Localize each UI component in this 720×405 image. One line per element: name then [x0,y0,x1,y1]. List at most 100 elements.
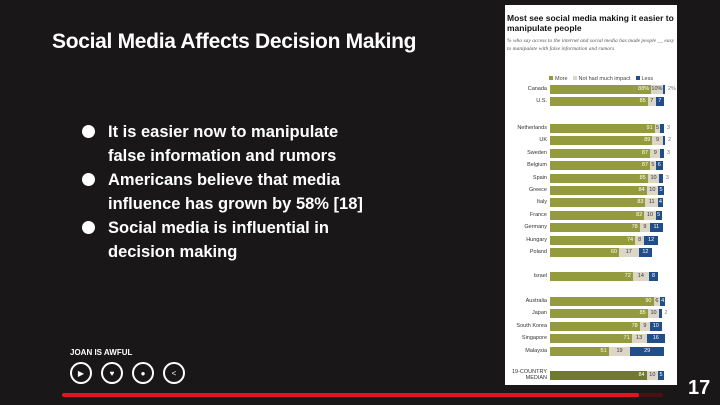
chart-title: Most see social media making it easier t… [507,13,674,33]
bar-more: 87 [550,161,651,171]
bar-less: 12 [638,248,653,257]
category-label: France [529,211,547,218]
bar-more: 72 [550,272,633,281]
share-icon: < [171,368,177,378]
legend-less: Less [636,76,654,82]
chart-row: Israel 72 14 8 [505,272,677,281]
chart-row: Italy 83 11 4 [505,198,677,208]
bar-less: 29 [630,346,664,356]
bar-no-impact: 8 [635,235,645,245]
chart-row: Poland 60 17 12 [505,248,677,257]
chart-subtitle: % who say access to the internet and soc… [507,38,675,52]
like-button[interactable]: ♥ [101,362,123,384]
chart-row: Singapore 71 13 16 [505,334,677,344]
bar-no-impact: 9 [639,321,651,331]
bar-more: 85 [550,97,648,107]
chart-row: U.S. 85 7 7 [505,97,677,107]
share-button[interactable]: < [163,362,185,384]
bar-less [660,148,664,158]
chart-row: Germany 78 9 11 [505,223,677,233]
bar-less: 10 [650,321,662,331]
bar-less: 5 [655,210,662,220]
chart-row: South Korea 78 9 10 [505,321,677,331]
chart-row: UK 2 89 9 [505,136,677,146]
category-label: Greece [528,187,547,193]
player-controls: ▶ ♥ ● < [70,362,185,384]
page-number: 17 [688,377,711,399]
bar-more: 85 [550,173,648,183]
bar-no-impact: 7 [647,97,656,107]
category-label: UK [539,137,547,144]
data-label: 3 [666,149,670,156]
data-label: 2 [668,137,672,144]
bar-more: 74 [550,235,636,245]
bullet-item: It is easier now to manipulate false inf… [80,120,380,168]
bar-more: 87 [550,148,651,158]
slide-title: Social Media Affects Decision Making [52,30,417,53]
category-label: Israel [533,273,547,279]
bar-no-impact: 6 [653,297,661,306]
legend-no-impact: Not had much impact [573,76,631,82]
bar-more: 88% [550,85,652,94]
bar-no-impact: 14 [632,272,649,281]
category-label: Italy [536,199,547,206]
chart-row: Hungary 74 8 12 [505,235,677,245]
bar-no-impact: 10% [651,85,663,94]
profile-button[interactable]: ● [132,362,154,384]
category-label: Sweden [527,149,547,156]
category-label: Japan [532,310,547,317]
progress-bar[interactable] [62,393,663,397]
bar-less [660,124,664,133]
bullet-list: It is easier now to manipulate false inf… [80,120,380,264]
bar-more: 84 [550,186,647,195]
legend-more: More [549,76,568,82]
chart-legend: More Not had much impact Less [549,76,653,82]
bar-less: 12 [644,235,659,245]
category-label: Australia [525,298,547,304]
progress-fill [62,393,639,397]
bar-less: 4 [660,297,665,306]
user-icon: ● [140,368,146,378]
bar-no-impact: 10 [644,210,656,220]
bar-less [662,85,665,94]
category-label: U.S. [536,98,547,105]
author-name: JOAN IS AWFUL [70,348,133,357]
chart-row: Greece 84 10 5 [505,186,677,195]
chart-row: Australia 90 6 4 [505,297,677,306]
bar-no-impact: 9 [639,223,651,233]
bar-less: 8 [648,272,659,281]
data-label: 2 [664,310,668,317]
bar-less: 6 [655,161,663,171]
bar-less: 11 [650,223,663,233]
bar-no-impact: 5 [650,161,656,171]
data-label: 2% [668,86,676,92]
chart-row: Japan 2 85 10 [505,309,677,319]
bar-less [662,136,665,146]
chart-row: Netherlands 3 91 5 [505,124,677,133]
bar-more: 71 [550,334,632,344]
chart-row: Sweden 3 87 9 [505,148,677,158]
category-label: Singapore [521,335,547,342]
bar-no-impact: 19 [608,346,631,356]
bar-more: 60 [550,248,619,257]
bar-more: 82 [550,210,645,220]
category-label: Netherlands [517,125,547,131]
category-label: Hungary [526,236,547,243]
category-label: Belgium [527,162,547,169]
bar-no-impact: 17 [619,248,639,257]
bar-no-impact: 11 [645,198,659,208]
play-button[interactable]: ▶ [70,362,92,384]
heart-icon: ♥ [109,368,115,378]
bar-more: 85 [550,309,648,319]
bar-more: 78 [550,223,640,233]
bar-no-impact: 10 [646,186,659,195]
bar-more: 83 [550,198,646,208]
bar-no-impact: 5 [654,124,661,133]
bar-more: 84 [550,371,647,380]
category-label: 19-COUNTRY MEDIAN [511,369,547,381]
chart-row: 19-COUNTRY MEDIAN 84 10 5 [505,369,677,381]
bar-less: 7 [655,97,664,107]
category-label: Canada [527,86,547,92]
data-label: 3 [666,125,670,131]
data-label: 3 [665,174,669,181]
